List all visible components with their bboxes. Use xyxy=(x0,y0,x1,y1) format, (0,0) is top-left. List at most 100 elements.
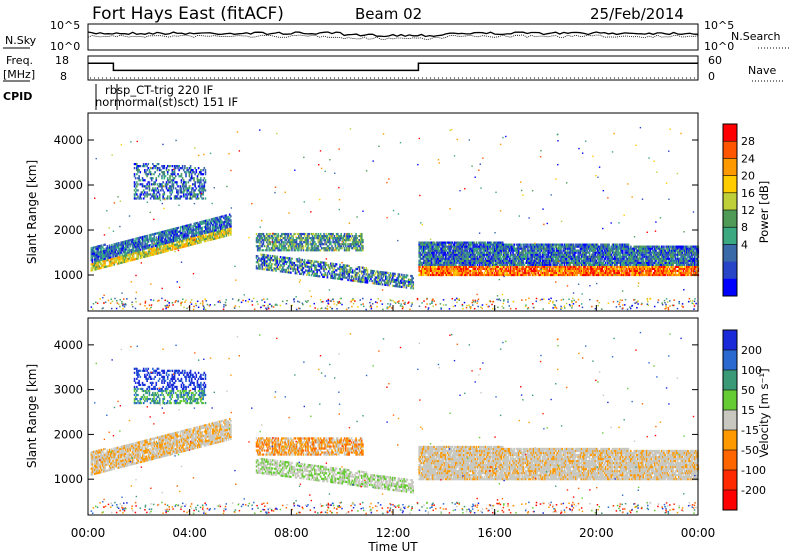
power-cell xyxy=(295,249,297,251)
power-cell xyxy=(307,249,309,251)
cpid-label: CPID xyxy=(3,90,32,103)
power-cell xyxy=(216,223,218,225)
power-cell xyxy=(196,169,198,171)
power-cell xyxy=(186,167,188,169)
power-cell xyxy=(199,183,201,185)
power-cell xyxy=(178,169,180,171)
power-cell xyxy=(142,191,144,193)
power-cell xyxy=(223,235,225,237)
power-cell xyxy=(155,165,157,167)
power-cell xyxy=(177,173,179,175)
power-cell xyxy=(200,181,202,183)
power-cell xyxy=(154,195,156,197)
freq-tick-bottom: 8 xyxy=(60,70,67,83)
power-cell xyxy=(201,227,203,229)
power-cell xyxy=(209,227,211,229)
power-cell xyxy=(136,163,138,165)
power-cell xyxy=(263,233,265,235)
power-cell xyxy=(194,167,196,169)
power-cell xyxy=(144,179,146,181)
power-cell xyxy=(258,241,260,243)
power-cell xyxy=(168,169,170,171)
power-cell xyxy=(92,257,94,259)
frequency-trace xyxy=(88,63,698,70)
power-cell xyxy=(198,173,200,175)
power-cell xyxy=(314,241,316,243)
power-cell xyxy=(268,235,270,237)
date-label: 25/Feb/2014 xyxy=(590,5,684,23)
power-cell xyxy=(136,173,138,175)
power-cell xyxy=(307,239,309,241)
power-cell xyxy=(191,189,193,191)
rti-figure: Fort Hays East (fitACF) Beam 02 25/Feb/2… xyxy=(0,0,800,554)
noise-right-tick-top: 10^5 xyxy=(704,19,734,32)
power-cell xyxy=(288,233,290,235)
power-cell xyxy=(173,179,175,181)
power-cell xyxy=(202,173,204,175)
power-cell xyxy=(200,195,202,197)
power-cell xyxy=(168,189,170,191)
power-cell xyxy=(207,239,209,241)
power-cell xyxy=(136,185,138,187)
power-cell xyxy=(150,171,152,173)
power-cell xyxy=(284,245,286,247)
power-cell xyxy=(146,183,148,185)
power-cell xyxy=(171,189,173,191)
power-cell xyxy=(159,195,161,197)
power-cell xyxy=(160,189,162,191)
power-cell xyxy=(281,239,283,241)
power-cell xyxy=(289,249,291,251)
power-cell xyxy=(182,177,184,179)
power-cell xyxy=(199,189,201,191)
power-cell xyxy=(275,233,277,235)
power-cell xyxy=(169,195,171,197)
power-cell xyxy=(147,167,149,169)
power-cell xyxy=(261,245,263,247)
power-cell xyxy=(169,175,171,177)
power-cell xyxy=(138,175,140,177)
power-cell xyxy=(194,183,196,185)
power-cell xyxy=(152,177,154,179)
power-cell xyxy=(190,171,192,173)
power-cell xyxy=(158,175,160,177)
power-cell xyxy=(149,169,151,171)
power-cell xyxy=(296,241,298,243)
power-cell xyxy=(159,193,161,195)
power-cell xyxy=(166,167,168,169)
power-cell xyxy=(230,233,232,235)
power-cell xyxy=(194,181,196,183)
power-cell xyxy=(289,235,291,237)
noise-search-trace xyxy=(88,35,698,40)
power-cell xyxy=(161,175,163,177)
power-cell xyxy=(177,191,179,193)
power-cell xyxy=(200,171,202,173)
power-cell xyxy=(191,191,193,193)
power-cell xyxy=(140,249,142,251)
power-cell xyxy=(144,191,146,193)
power-cell xyxy=(292,237,294,239)
power-cell xyxy=(290,233,292,235)
power-cell xyxy=(134,173,136,175)
power-cell xyxy=(202,179,204,181)
power-cell xyxy=(192,169,194,171)
power-cell xyxy=(195,243,197,245)
power-cell xyxy=(185,181,187,183)
power-cell xyxy=(268,239,270,241)
power-cell xyxy=(184,165,186,167)
power-cell xyxy=(188,189,190,191)
power-cell xyxy=(127,260,129,262)
power-cell xyxy=(185,185,187,187)
power-cell xyxy=(307,241,309,243)
power-cell xyxy=(136,193,138,195)
power-cell xyxy=(188,181,190,183)
power-cell xyxy=(177,189,179,191)
power-cell xyxy=(181,173,183,175)
power-cell xyxy=(157,195,159,197)
power-cell xyxy=(184,189,186,191)
power-cell xyxy=(166,169,168,171)
power-cell xyxy=(157,169,159,171)
power-cell xyxy=(209,225,211,227)
power-cell xyxy=(161,177,163,179)
power-cell xyxy=(308,233,310,235)
power-cell xyxy=(183,183,185,185)
